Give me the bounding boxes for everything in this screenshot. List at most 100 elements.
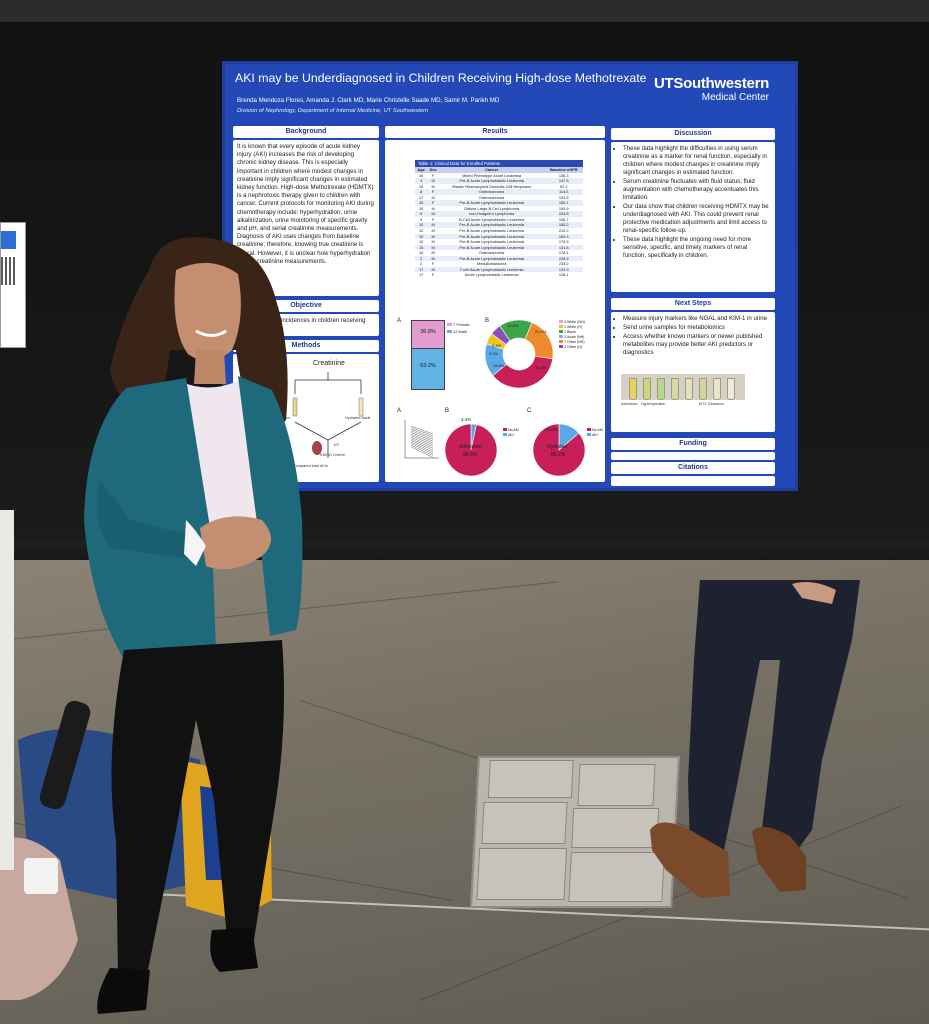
- wall-top-edge: [0, 0, 929, 22]
- donut-slice: [492, 355, 554, 389]
- plot-line: [410, 441, 434, 453]
- fig2-pie-admission: [444, 423, 498, 477]
- pie-slice: [444, 423, 498, 477]
- table-cell: Blastic Plasmacytoid Dendritic Cell Neop…: [452, 183, 531, 189]
- fig1-letter-b: B: [485, 318, 490, 324]
- table-cell: 129.9: [544, 266, 583, 273]
- sample-tube: [727, 378, 735, 400]
- table-cell: 179.9: [558, 239, 569, 245]
- fig2-letter-c: C: [527, 408, 532, 414]
- table-cell: Osteosarcoma: [479, 194, 505, 200]
- discussion-bullets: These data highlight the difficulties in…: [611, 142, 775, 260]
- woman: [84, 237, 303, 1014]
- fig1-bar-male: 63.2%: [411, 348, 445, 390]
- sample-tube: [685, 378, 693, 400]
- table-row: 8 F Osteosarcoma 114.5: [415, 189, 583, 195]
- table-cell: Pre-B Acute Lymphoblastic Leukemia: [438, 233, 545, 240]
- discussion-heading: Discussion: [611, 128, 775, 140]
- plot-line: [410, 443, 434, 454]
- plot-line: [410, 438, 434, 449]
- table-cell: B-Cell Acute Lymphoblastic Leukemia: [459, 216, 525, 222]
- table-row: 17 F Acute Lymphoblastic Leukemia 128.1: [415, 272, 583, 278]
- results-heading: Results: [385, 126, 605, 138]
- table-cell: 2: [420, 261, 423, 267]
- table-row: 10 M Pre-B Acute Lymphoblastic Leukemia 169…: [415, 233, 583, 240]
- plot-line: [410, 430, 434, 440]
- table-cell: 92.2: [559, 183, 568, 189]
- table-row: 15 M Blastic Plasmacytoid Dendritic Cell N…: [415, 184, 583, 190]
- background-heading: Background: [233, 126, 379, 138]
- donut-legend-item: 3 Other (H): [559, 345, 585, 350]
- table-cell: 114.5: [544, 189, 583, 195]
- table-cell: 3: [415, 178, 428, 184]
- table-cell: 228.5: [544, 255, 583, 262]
- table-cell: 103.5: [558, 194, 569, 200]
- qr-code: [1, 257, 17, 285]
- poster-body: Background It is known that every episod…: [225, 122, 795, 488]
- table-cell: 12: [418, 239, 424, 245]
- table-cell: 15: [415, 200, 428, 206]
- plot-line: [410, 429, 434, 438]
- clinical-data-table: Age Sex Cancer Baseline eGFR 15 F Mixed Ph…: [415, 167, 583, 278]
- donut-legend-item: 1 White (H): [559, 325, 585, 330]
- plot-line: [410, 427, 434, 436]
- table-cell: 147.5: [544, 178, 583, 184]
- table-cell: 2: [415, 255, 428, 262]
- background-panel: It is known that every episode of acute …: [233, 140, 379, 296]
- table-cell: 136.3: [558, 172, 569, 178]
- funding-heading: Funding: [611, 438, 775, 450]
- donut-label: 5.3%: [492, 343, 502, 348]
- fig1-bar-female-label: 36.8%: [420, 329, 436, 335]
- methods-creatinine-label: Creatinine: [313, 360, 345, 367]
- plot-line: [410, 445, 434, 456]
- table-cell: 15: [415, 244, 428, 251]
- next-steps-bullets: Measure injury markers like NGAL and KIM…: [611, 312, 775, 357]
- fig1-legend-male: 12 Male: [447, 329, 467, 334]
- photo-label: Admission: [621, 402, 638, 406]
- table-cell: Pre-B Acute Lymphoblastic Leukemia: [438, 255, 545, 262]
- table-row: 10 M Pre-B Acute Lymphoblastic Leukemia 165…: [415, 222, 583, 228]
- table-cell: Osteosarcoma: [438, 189, 545, 195]
- table-cell: Pre-B Acute Lymphoblastic Leukemia: [438, 178, 545, 184]
- pie-slice: [532, 423, 586, 477]
- table-cell: 10: [418, 250, 424, 256]
- table-cell: 10: [415, 233, 428, 240]
- table-cell: 12: [418, 227, 424, 233]
- table-cell: M: [431, 183, 435, 189]
- table-cell: M: [431, 239, 435, 245]
- bullet-item: These data highlight the ongoing need fo…: [623, 236, 771, 260]
- ut-southwestern-logo: UTSouthwestern Medical Center: [654, 76, 769, 103]
- plot-line: [410, 435, 434, 445]
- fig2-legend-c: No AKI AKI: [587, 428, 603, 438]
- table-cell: 178.1: [558, 250, 569, 256]
- table-cell: M: [427, 178, 439, 184]
- photo-label: MTX Clearance: [699, 402, 724, 406]
- background-text: It is known that every episode of acute …: [237, 143, 374, 265]
- table-cell: Pre-B Acute Lymphoblastic Leukemia: [438, 222, 545, 228]
- table-cell: M: [427, 222, 439, 228]
- plot-line: [410, 432, 434, 442]
- bullet-item: Our data show that children receiving HD…: [623, 203, 771, 235]
- table-cell: 15: [418, 183, 424, 189]
- table-cell: M: [431, 250, 435, 256]
- table-row: 10 M Osteosarcoma 178.1: [415, 250, 583, 256]
- urine-samples-photo: [621, 374, 745, 400]
- citations-panel: [611, 476, 775, 486]
- table-cell: 8: [415, 189, 428, 195]
- side-sign: [0, 222, 26, 348]
- table-row: 15 F Pre-B Acute Lymphoblastic Leukemia 155…: [415, 200, 583, 206]
- table-cell: M: [427, 233, 439, 240]
- table-cell: Acute Lymphoblastic Leukemia: [464, 272, 519, 278]
- sample-tube: [671, 378, 679, 400]
- poster-affiliation: Division of Nephrology, Department of In…: [237, 108, 429, 114]
- donut-legend: 4 White (NH) 1 White (H) 1 Black 3 Asian (N…: [559, 320, 585, 350]
- table-cell: 131.8: [544, 244, 583, 251]
- methods-flow-diagram: [292, 372, 364, 458]
- table-row: 17 M T-cell Acute Lymphoblastic Leukemia 12…: [415, 266, 583, 273]
- table-cell: 17: [418, 194, 424, 200]
- results-panel: Table 1: Clinical Data for Enrolled Pati…: [385, 140, 605, 482]
- table-cell: non-Hodgkin's Lymphoma: [438, 211, 545, 217]
- table-cell: 10: [415, 222, 428, 228]
- table-row: 2 M Pre-B Acute Lymphoblastic Leukemia 228.…: [415, 255, 583, 262]
